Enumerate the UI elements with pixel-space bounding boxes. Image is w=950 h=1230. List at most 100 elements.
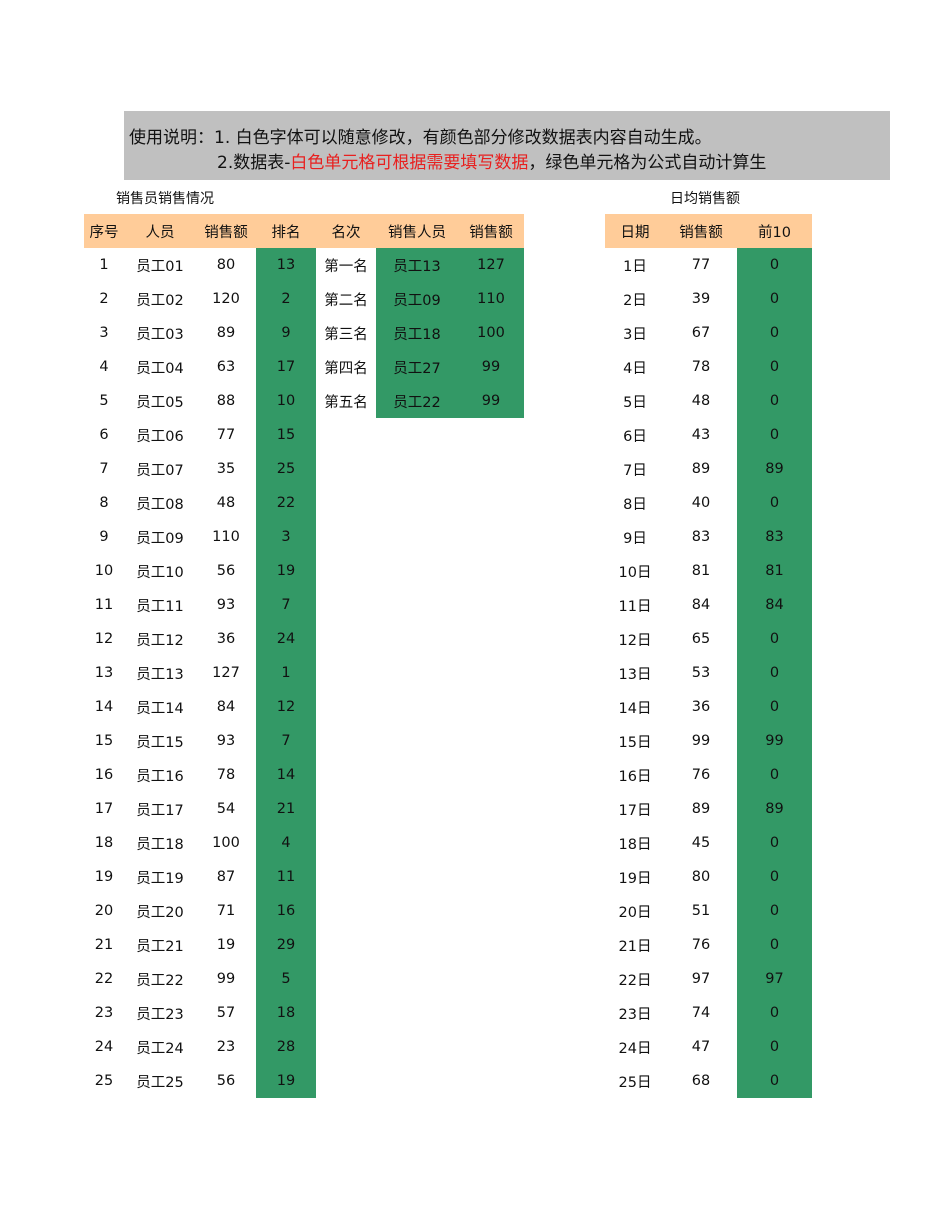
table-cell[interactable]: 20日	[618, 904, 652, 921]
table-cell[interactable]: 14	[94, 699, 114, 715]
table-cell[interactable]: 77	[216, 427, 236, 443]
table-cell[interactable]: 16	[256, 894, 316, 928]
table-cell[interactable]: 3	[256, 520, 316, 554]
table-cell[interactable]: 48	[691, 393, 711, 409]
table-cell[interactable]: 97	[691, 971, 711, 987]
table-cell[interactable]: 54	[216, 801, 236, 817]
table-cell[interactable]: 员工02	[136, 292, 184, 309]
table-cell[interactable]: 10	[94, 563, 114, 579]
table-cell[interactable]: 9日	[623, 530, 647, 547]
table-cell[interactable]: 99	[691, 733, 711, 749]
table-cell[interactable]: 63	[216, 359, 236, 375]
table-cell[interactable]: 97	[737, 962, 812, 996]
table-cell[interactable]: 12	[256, 690, 316, 724]
table-cell[interactable]: 7	[256, 724, 316, 758]
table-cell[interactable]: 87	[216, 869, 236, 885]
table-cell[interactable]: 员工16	[136, 768, 184, 785]
table-cell[interactable]: 84	[216, 699, 236, 715]
table-cell[interactable]: 127	[458, 248, 524, 282]
table-cell[interactable]: 员工21	[136, 938, 184, 955]
table-cell[interactable]: 2	[256, 282, 316, 316]
table-cell[interactable]: 17日	[618, 802, 652, 819]
table-cell[interactable]: 员工11	[136, 598, 184, 615]
table-cell[interactable]: 11	[256, 860, 316, 894]
table-cell[interactable]: 0	[737, 928, 812, 962]
table-cell[interactable]: 员工05	[136, 394, 184, 411]
table-cell[interactable]: 57	[216, 1005, 236, 1021]
table-cell[interactable]: 员工03	[136, 326, 184, 343]
table-cell[interactable]: 15	[256, 418, 316, 452]
table-cell[interactable]: 89	[216, 325, 236, 341]
table-cell[interactable]: 56	[216, 563, 236, 579]
table-cell[interactable]: 第三名	[324, 326, 368, 343]
table-cell[interactable]: 29	[256, 928, 316, 962]
table-cell[interactable]: 第五名	[324, 394, 368, 411]
table-cell[interactable]: 80	[216, 257, 236, 273]
table-cell[interactable]: 员工18	[136, 836, 184, 853]
table-cell[interactable]: 8	[99, 495, 109, 511]
table-cell[interactable]: 0	[737, 996, 812, 1030]
table-cell[interactable]: 88	[216, 393, 236, 409]
table-cell[interactable]: 0	[737, 690, 812, 724]
table-cell[interactable]: 93	[216, 597, 236, 613]
table-cell[interactable]: 100	[212, 835, 240, 851]
table-cell[interactable]: 47	[691, 1039, 711, 1055]
table-cell[interactable]: 23	[94, 1005, 114, 1021]
table-cell[interactable]: 20	[94, 903, 114, 919]
table-cell[interactable]: 28	[256, 1030, 316, 1064]
table-cell[interactable]: 48	[216, 495, 236, 511]
table-cell[interactable]: 68	[691, 1073, 711, 1089]
table-cell[interactable]: 5	[99, 393, 109, 409]
table-cell[interactable]: 员工13	[376, 248, 458, 282]
table-cell[interactable]: 45	[691, 835, 711, 851]
table-cell[interactable]: 员工10	[136, 564, 184, 581]
table-cell[interactable]: 13日	[618, 666, 652, 683]
table-cell[interactable]: 84	[691, 597, 711, 613]
table-cell[interactable]: 10	[256, 384, 316, 418]
table-cell[interactable]: 78	[691, 359, 711, 375]
table-cell[interactable]: 员工14	[136, 700, 184, 717]
table-cell[interactable]: 19	[256, 554, 316, 588]
table-cell[interactable]: 0	[737, 248, 812, 282]
table-cell[interactable]: 2日	[623, 292, 647, 309]
table-cell[interactable]: 110	[458, 282, 524, 316]
table-cell[interactable]: 84	[737, 588, 812, 622]
table-cell[interactable]: 127	[212, 665, 240, 681]
table-cell[interactable]: 员工19	[136, 870, 184, 887]
table-cell[interactable]: 56	[216, 1073, 236, 1089]
table-cell[interactable]: 16	[94, 767, 114, 783]
table-cell[interactable]: 员工24	[136, 1040, 184, 1057]
table-cell[interactable]: 15日	[618, 734, 652, 751]
table-cell[interactable]: 12日	[618, 632, 652, 649]
table-cell[interactable]: 员工04	[136, 360, 184, 377]
table-cell[interactable]: 21	[94, 937, 114, 953]
table-cell[interactable]: 39	[691, 291, 711, 307]
table-cell[interactable]: 24日	[618, 1040, 652, 1057]
table-cell[interactable]: 9	[256, 316, 316, 350]
table-cell[interactable]: 18	[94, 835, 114, 851]
table-cell[interactable]: 1日	[623, 258, 647, 275]
table-cell[interactable]: 35	[216, 461, 236, 477]
table-cell[interactable]: 19日	[618, 870, 652, 887]
table-cell[interactable]: 89	[737, 452, 812, 486]
table-cell[interactable]: 99	[216, 971, 236, 987]
table-cell[interactable]: 76	[691, 937, 711, 953]
table-cell[interactable]: 0	[737, 418, 812, 452]
table-cell[interactable]: 员工09	[376, 282, 458, 316]
table-cell[interactable]: 3日	[623, 326, 647, 343]
table-cell[interactable]: 19	[256, 1064, 316, 1098]
table-cell[interactable]: 21日	[618, 938, 652, 955]
table-cell[interactable]: 员工06	[136, 428, 184, 445]
table-cell[interactable]: 23日	[618, 1006, 652, 1023]
table-cell[interactable]: 0	[737, 622, 812, 656]
table-cell[interactable]: 81	[737, 554, 812, 588]
table-cell[interactable]: 员工18	[376, 316, 458, 350]
table-cell[interactable]: 12	[94, 631, 114, 647]
table-cell[interactable]: 19	[216, 937, 236, 953]
table-cell[interactable]: 7日	[623, 462, 647, 479]
table-cell[interactable]: 0	[737, 1064, 812, 1098]
table-cell[interactable]: 25	[256, 452, 316, 486]
table-cell[interactable]: 99	[458, 384, 524, 418]
table-cell[interactable]: 25	[94, 1073, 114, 1089]
table-cell[interactable]: 71	[216, 903, 236, 919]
